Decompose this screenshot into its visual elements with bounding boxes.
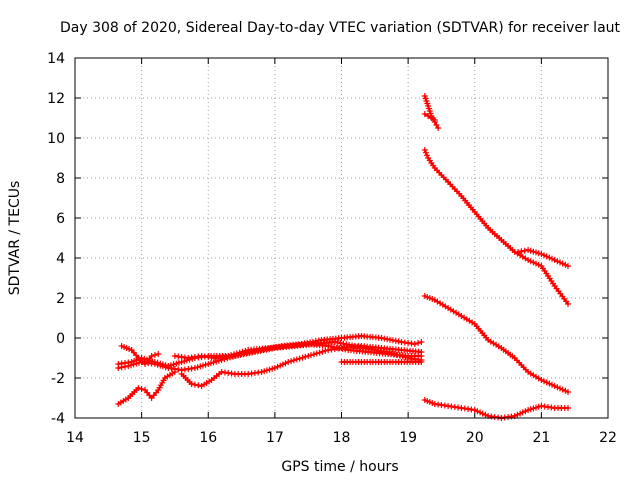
y-tick-label: -2 [51, 371, 65, 387]
y-tick-label: 6 [56, 211, 65, 227]
y-tick-labels: -4 -2 0 2 4 6 8 10 12 14 [47, 51, 65, 427]
y-tick-label: 8 [56, 171, 65, 187]
x-axis-label: GPS time / hours [281, 459, 398, 475]
series-track-5 [115, 369, 178, 407]
x-tick-label: 16 [199, 430, 217, 446]
x-tick-label: 19 [399, 430, 417, 446]
x-tick-labels: 14 15 16 17 18 19 20 21 22 [66, 430, 617, 446]
series-markers [115, 369, 178, 407]
y-tick-label: 2 [56, 291, 65, 307]
plot-frame [74, 57, 609, 419]
y-tick-label: 4 [56, 251, 65, 267]
plot-series [115, 93, 571, 421]
series-track-11 [515, 247, 571, 269]
series-markers [421, 147, 571, 307]
y-tick-label: 10 [47, 131, 65, 147]
x-tick-label: 15 [133, 430, 151, 446]
series-track-7 [338, 359, 425, 365]
x-tick-label: 18 [333, 430, 351, 446]
series-track-6 [178, 343, 425, 389]
chart-title: Day 308 of 2020, Sidereal Day-to-day VTE… [60, 20, 621, 36]
series-markers [171, 339, 425, 363]
series-markers [178, 343, 425, 389]
series-markers [421, 293, 571, 395]
series-track-4 [171, 339, 425, 363]
y-tick-label: 0 [56, 331, 65, 347]
series-track-13 [421, 397, 571, 421]
y-tick-label: -4 [51, 411, 65, 427]
series-track-9 [421, 111, 438, 123]
series-track-10 [421, 147, 571, 307]
series-line [423, 112, 436, 122]
grid-lines [75, 58, 608, 418]
series-markers [421, 397, 571, 421]
series-markers [421, 111, 438, 123]
y-tick-label: 14 [47, 51, 65, 67]
x-tick-label: 20 [466, 430, 484, 446]
x-tick-label: 17 [266, 430, 284, 446]
x-tick-label: 21 [532, 430, 550, 446]
series-line [423, 398, 570, 420]
x-tick-label: 22 [599, 430, 617, 446]
series-line [423, 148, 570, 306]
series-track-12 [421, 293, 571, 395]
x-tick-label: 14 [66, 430, 84, 446]
series-markers [515, 247, 571, 269]
y-tick-label: 12 [47, 91, 65, 107]
y-axis-label: SDTVAR / TECUs [7, 181, 23, 296]
series-markers [338, 359, 425, 365]
